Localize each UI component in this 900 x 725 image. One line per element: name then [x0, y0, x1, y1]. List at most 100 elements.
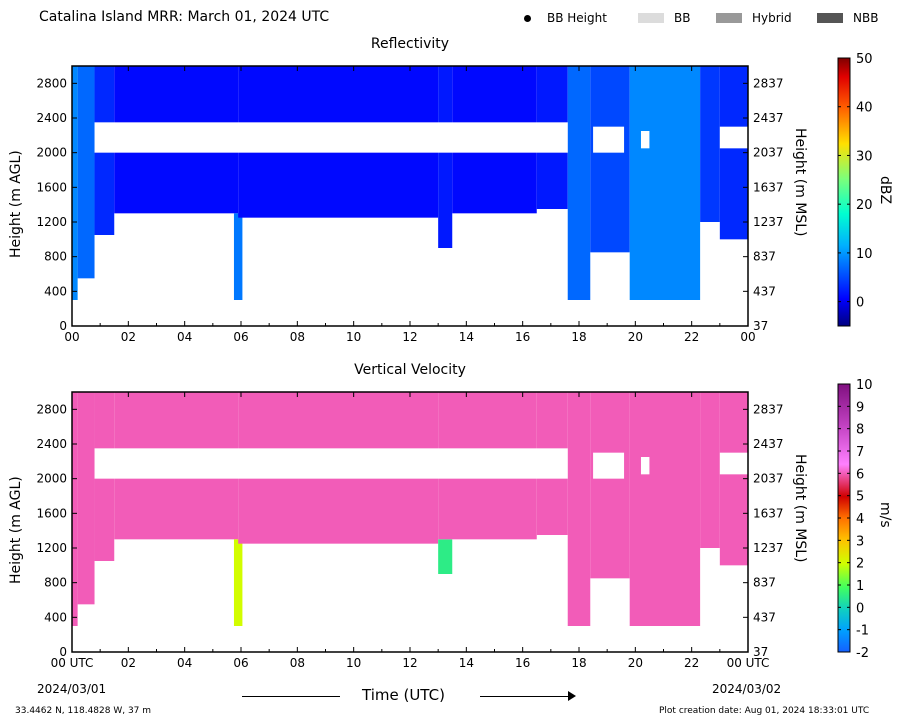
reflectivity-colorbar-tick-label: 50	[856, 52, 873, 67]
reflectivity-x-tick-label: 14	[459, 330, 474, 344]
velocity-y-tick-label: 1600	[36, 506, 67, 520]
velocity-y-tick-right-label: 1637	[753, 506, 784, 520]
reflectivity-y-tick-label: 0	[59, 319, 67, 333]
reflectivity-x-tick-label: 16	[515, 330, 530, 344]
velocity-y-tick-label: 2800	[36, 402, 67, 416]
reflectivity-y-tick-right-label: 1637	[753, 180, 784, 194]
reflectivity-echo-band	[629, 66, 701, 300]
reflectivity-echo-band	[567, 66, 591, 300]
legend-label-bb: BB	[674, 11, 691, 25]
legend-item-bb-height: BB Height	[524, 11, 607, 25]
location-text: 33.4462 N, 118.4828 W, 37 m	[15, 706, 152, 716]
legend-item-nbb: NBB	[817, 11, 878, 25]
reflectivity-echo-band	[590, 66, 630, 253]
reflectivity-x-tick-label: 04	[177, 330, 192, 344]
velocity-echo-band	[77, 392, 95, 605]
legend-item-hybrid: Hybrid	[716, 11, 792, 25]
dbz-colorbar-label: dBZ	[877, 176, 893, 205]
start-date-label: 2024/03/01	[37, 682, 107, 696]
reflectivity-echo-band	[700, 66, 720, 222]
end-date-label: 2024/03/02	[712, 682, 782, 696]
reflectivity-x-tick-label: 18	[571, 330, 586, 344]
time-arrow-left-line	[242, 696, 340, 697]
velocity-x-tick-label: 06	[233, 656, 248, 670]
hybrid-swatch-icon	[716, 13, 742, 23]
velocity-colorbar-tick-label: 1	[856, 579, 864, 594]
velocity-y-tick-label: 2400	[36, 437, 67, 451]
velocity-colorbar-label: m/s	[877, 502, 893, 528]
nbb-swatch-icon	[817, 13, 843, 23]
velocity-colorbar-tick-label: -2	[856, 646, 869, 661]
velocity-x-tick-label: 18	[571, 656, 586, 670]
reflectivity-x-tick-label: 10	[346, 330, 361, 344]
reflectivity-colorbar	[837, 57, 851, 327]
reflectivity-colorbar-tick-label: 10	[856, 247, 873, 262]
reflectivity-y-tick-label: 1200	[36, 215, 67, 229]
reflectivity-colorbar-tick-label: 0	[856, 296, 864, 311]
creation-date-text: Plot creation date: Aug 01, 2024 18:33:0…	[659, 706, 870, 716]
reflectivity-echo-band	[438, 66, 453, 248]
velocity-y-tick-right-label: 1237	[753, 541, 784, 555]
velocity-data-gap	[94, 448, 568, 479]
reflectivity-ylabel-left: Height (m AGL)	[8, 150, 24, 258]
reflectivity-y-tick-label: 1600	[36, 180, 67, 194]
velocity-x-tick-label: 10	[346, 656, 361, 670]
velocity-y-tick-right-label: 437	[753, 610, 776, 624]
velocity-colorbar-tick-label: 7	[856, 445, 864, 460]
velocity-colorbar-tick-label: 10	[856, 378, 873, 393]
reflectivity-x-tick-label: 06	[233, 330, 248, 344]
velocity-title: Vertical Velocity	[354, 362, 466, 378]
reflectivity-y-tick-right-label: 437	[753, 284, 776, 298]
velocity-echo-band	[590, 392, 630, 579]
velocity-y-tick-right-label: 2437	[753, 437, 784, 451]
bb-height-marker-icon	[524, 14, 531, 22]
velocity-colorbar-tick-label: 6	[856, 467, 864, 482]
reflectivity-x-tick-label: 22	[684, 330, 699, 344]
reflectivity-colorbar-tick-label: 30	[856, 149, 873, 164]
velocity-y-tick-right-label: 2037	[753, 472, 784, 486]
velocity-x-tick-label: 00 UTC	[727, 656, 770, 670]
velocity-data-gap	[593, 452, 625, 479]
reflectivity-x-tick-label: 08	[290, 330, 305, 344]
reflectivity-y-tick-label: 2000	[36, 146, 67, 160]
reflectivity-y-tick-label: 800	[44, 250, 67, 264]
reflectivity-data-gap	[593, 126, 625, 153]
velocity-x-tick-label: 02	[121, 656, 136, 670]
velocity-echo-band	[700, 392, 720, 548]
reflectivity-x-tick-label: 00	[740, 330, 755, 344]
bb-swatch-icon	[638, 13, 664, 23]
reflectivity-y-tick-right-label: 2037	[753, 146, 784, 160]
reflectivity-title: Reflectivity	[370, 36, 450, 52]
velocity-x-tick-label: 14	[459, 656, 474, 670]
velocity-echo-band	[629, 392, 701, 626]
legend-item-bb: BB	[638, 11, 690, 25]
velocity-x-tick-label: 20	[628, 656, 643, 670]
reflectivity-y-tick-right-label: 837	[753, 250, 776, 264]
reflectivity-echo-band	[233, 213, 243, 300]
time-axis-label: Time (UTC)	[362, 686, 445, 704]
velocity-y-tick-label: 800	[44, 576, 67, 590]
reflectivity-data-gap	[719, 126, 748, 149]
velocity-y-tick-right-label: 37	[753, 645, 768, 659]
velocity-x-tick-label: 16	[515, 656, 530, 670]
reflectivity-x-tick-label: 12	[402, 330, 417, 344]
legend-label-hybrid: Hybrid	[752, 11, 792, 25]
reflectivity-y-tick-label: 2400	[36, 111, 67, 125]
reflectivity-y-tick-label: 400	[44, 284, 67, 298]
reflectivity-x-tick-label: 00	[64, 330, 79, 344]
reflectivity-y-tick-right-label: 2437	[753, 111, 784, 125]
reflectivity-x-tick-label: 20	[628, 330, 643, 344]
velocity-y-tick-label: 2000	[36, 472, 67, 486]
page-title: Catalina Island MRR: March 01, 2024 UTC	[39, 9, 330, 25]
velocity-echo-band	[438, 539, 453, 574]
reflectivity-y-tick-right-label: 37	[753, 319, 768, 333]
reflectivity-echo-band	[77, 66, 95, 279]
velocity-ylabel-left: Height (m AGL)	[8, 476, 24, 584]
velocity-echo-band	[72, 392, 78, 626]
velocity-y-tick-right-label: 2837	[753, 402, 784, 416]
velocity-x-tick-label: 04	[177, 656, 192, 670]
velocity-ylabel-right: Height (m MSL)	[792, 454, 808, 563]
velocity-colorbar-tick-label: 9	[856, 400, 864, 415]
velocity-colorbar-tick-label: 8	[856, 423, 864, 438]
